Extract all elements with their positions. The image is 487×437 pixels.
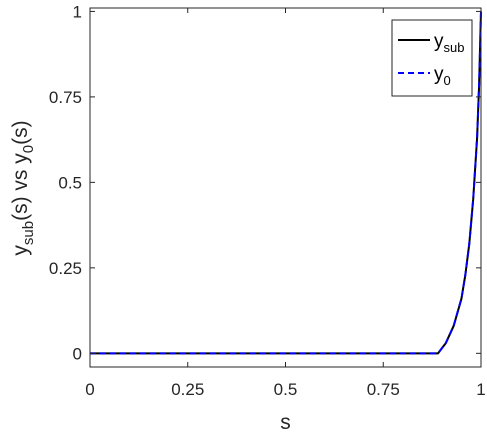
y-ticks: 0 0.25 0.5 0.75 1 xyxy=(49,2,481,363)
legend-label-y-sub: ysub xyxy=(434,31,464,55)
x-tick-label: 0.5 xyxy=(274,380,298,399)
x-tick-label: 1 xyxy=(476,380,485,399)
y-tick-label: 0.75 xyxy=(49,88,82,107)
y-tick-label: 0 xyxy=(73,344,82,363)
y-tick-label: 0.5 xyxy=(58,173,82,192)
x-ticks: 0 0.25 0.5 0.75 1 xyxy=(85,8,486,399)
legend-box xyxy=(391,19,473,97)
x-tick-label: 0 xyxy=(85,380,94,399)
legend: ysub y0 xyxy=(391,19,473,97)
y-tick-label: 1 xyxy=(73,2,82,21)
series-line-y-sub xyxy=(90,11,482,355)
x-axis-label: s xyxy=(280,411,291,434)
y-tick-label: 0.25 xyxy=(49,259,82,278)
legend-label-y-0: y0 xyxy=(434,64,451,88)
y-axis-label-sub: sub xyxy=(20,221,37,245)
y-axis-label-end: (s) xyxy=(9,120,32,145)
y-axis-label-sub2: 0 xyxy=(20,145,37,153)
x-tick-label: 0.25 xyxy=(171,380,204,399)
series-layer xyxy=(90,11,482,355)
y-axis-label: ysub(s) vs y0(s) xyxy=(9,120,37,255)
y-axis-label-rest: (s) vs y xyxy=(9,153,32,221)
x-tick-label: 0.75 xyxy=(367,380,400,399)
y-axis-label-base: y xyxy=(9,245,32,256)
